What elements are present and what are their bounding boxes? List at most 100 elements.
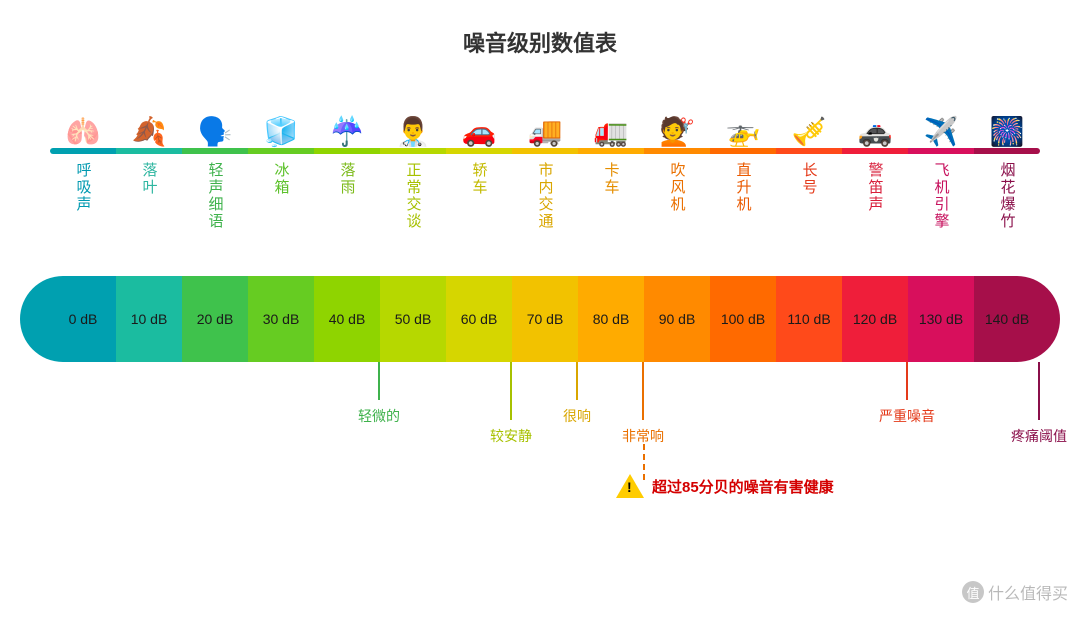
db-segment: 40 dB [314, 276, 380, 362]
source-label-cell: 呼吸声 [50, 162, 116, 272]
marker-tick [642, 362, 644, 420]
db-segment: 50 dB [380, 276, 446, 362]
source-label-cell: 飞机引擎 [908, 162, 974, 272]
source-label-cell: 冰箱 [248, 162, 314, 272]
noise-source-icon: 🧊 [248, 68, 314, 148]
noise-source-icon: 🍂 [116, 68, 182, 148]
thin-bar-segment [182, 148, 248, 154]
noise-source-icon: 🎺 [776, 68, 842, 148]
thin-bar-segment [380, 148, 446, 154]
thin-bar-segment [578, 148, 644, 154]
source-label-cell: 直升机 [710, 162, 776, 272]
db-segment: 30 dB [248, 276, 314, 362]
thin-color-bar [50, 148, 1040, 154]
source-label-cell: 落叶 [116, 162, 182, 272]
db-segment: 110 dB [776, 276, 842, 362]
noise-source-icon: 🗣️ [182, 68, 248, 148]
marker-label: 很响 [563, 406, 591, 426]
source-label-cell: 落雨 [314, 162, 380, 272]
db-segment: 80 dB [578, 276, 644, 362]
db-segment: 130 dB [908, 276, 974, 362]
source-label: 轿车 [472, 162, 487, 272]
marker-tick [1038, 362, 1040, 420]
noise-chart: 🫁🍂🗣️🧊☔👨‍⚕️🚗🚚🚛💇🚁🎺🚓✈️🎆 呼吸声 落叶 轻声细语 冰箱落雨 正常交谈 轿车… [20, 68, 1060, 492]
db-segment: 60 dB [446, 276, 512, 362]
noise-source-icon: 🚁 [710, 68, 776, 148]
marker-label: 轻微的 [358, 406, 400, 426]
thin-bar-segment [974, 148, 1040, 154]
db-segment: 0 dB [50, 276, 116, 362]
db-segment: 20 dB [182, 276, 248, 362]
db-pill: 0 dB10 dB20 dB30 dB40 dB50 dB60 dB70 dB8… [20, 276, 1060, 362]
thin-bar-segment [776, 148, 842, 154]
noise-source-icon: 🚓 [842, 68, 908, 148]
marker-tick [378, 362, 380, 400]
db-segment: 90 dB [644, 276, 710, 362]
source-label-cell: 卡车 [578, 162, 644, 272]
source-label: 轻声细语 [208, 162, 223, 272]
watermark-text: 什么值得买 [988, 580, 1068, 604]
thin-bar-segment [314, 148, 380, 154]
thin-bar-segment [248, 148, 314, 154]
marker-label: 非常响 [622, 426, 664, 446]
source-label-cell: 警笛声 [842, 162, 908, 272]
noise-source-icon: 🚗 [446, 68, 512, 148]
icon-row: 🫁🍂🗣️🧊☔👨‍⚕️🚗🚚🚛💇🚁🎺🚓✈️🎆 [50, 68, 1060, 148]
source-label: 市内交通 [538, 162, 553, 272]
threshold-marker: 轻微的 [358, 362, 400, 426]
source-label: 直升机 [736, 162, 751, 272]
warning-text: 超过85分贝的噪音有害健康 [652, 476, 834, 497]
db-segment: 120 dB [842, 276, 908, 362]
threshold-marker: 严重噪音 [879, 362, 935, 426]
source-label: 正常交谈 [406, 162, 421, 272]
chart-title: 噪音级别数值表 [0, 0, 1080, 58]
marker-label: 疼痛阈值 [1011, 426, 1067, 446]
thin-bar-segment [116, 148, 182, 154]
noise-source-icon: 🚛 [578, 68, 644, 148]
source-label: 落叶 [142, 162, 157, 272]
noise-source-icon: 🚚 [512, 68, 578, 148]
marker-tick [510, 362, 512, 420]
source-label: 烟花爆竹 [1000, 162, 1015, 272]
source-label: 吹风机 [670, 162, 685, 272]
noise-source-icon: 👨‍⚕️ [380, 68, 446, 148]
thin-bar-segment [710, 148, 776, 154]
watermark-icon: 值 [962, 581, 984, 603]
thin-bar-segment [908, 148, 974, 154]
source-label-cell: 轻声细语 [182, 162, 248, 272]
thin-bar-segment [50, 148, 116, 154]
marker-tick [906, 362, 908, 400]
source-label: 呼吸声 [76, 162, 91, 272]
source-label: 警笛声 [868, 162, 883, 272]
thin-bar-segment [644, 148, 710, 154]
noise-source-icon: 🫁 [50, 68, 116, 148]
thin-bar-segment [842, 148, 908, 154]
source-label: 长号 [802, 162, 817, 272]
source-label: 卡车 [604, 162, 619, 272]
source-label: 落雨 [340, 162, 355, 272]
source-label-cell: 轿车 [446, 162, 512, 272]
threshold-marker: 较安静 [490, 362, 532, 446]
source-label-cell: 市内交通 [512, 162, 578, 272]
db-segment: 140 dB [974, 276, 1040, 362]
db-segment: 100 dB [710, 276, 776, 362]
marker-label: 严重噪音 [879, 406, 935, 426]
noise-source-icon: ☔ [314, 68, 380, 148]
thin-bar-segment [446, 148, 512, 154]
source-label: 冰箱 [274, 162, 289, 272]
threshold-marker: 非常响 [622, 362, 664, 446]
health-warning: 超过85分贝的噪音有害健康 [616, 474, 834, 498]
marker-area: 轻微的较安静很响非常响严重噪音疼痛阈值超过85分贝的噪音有害健康 [50, 362, 1060, 492]
noise-source-icon: ✈️ [908, 68, 974, 148]
source-label-cell: 长号 [776, 162, 842, 272]
noise-source-icon: 💇 [644, 68, 710, 148]
source-label-row: 呼吸声 落叶 轻声细语 冰箱落雨 正常交谈 轿车 市内交通 卡车 吹风机 直升机 长号 警笛声 飞机引擎… [50, 162, 1060, 272]
thin-bar-segment [512, 148, 578, 154]
marker-tick [576, 362, 578, 400]
source-label: 飞机引擎 [934, 162, 949, 272]
source-label-cell: 正常交谈 [380, 162, 446, 272]
warning-triangle-icon [616, 474, 644, 498]
noise-source-icon: 🎆 [974, 68, 1040, 148]
source-label-cell: 烟花爆竹 [974, 162, 1040, 272]
threshold-marker: 很响 [563, 362, 591, 426]
